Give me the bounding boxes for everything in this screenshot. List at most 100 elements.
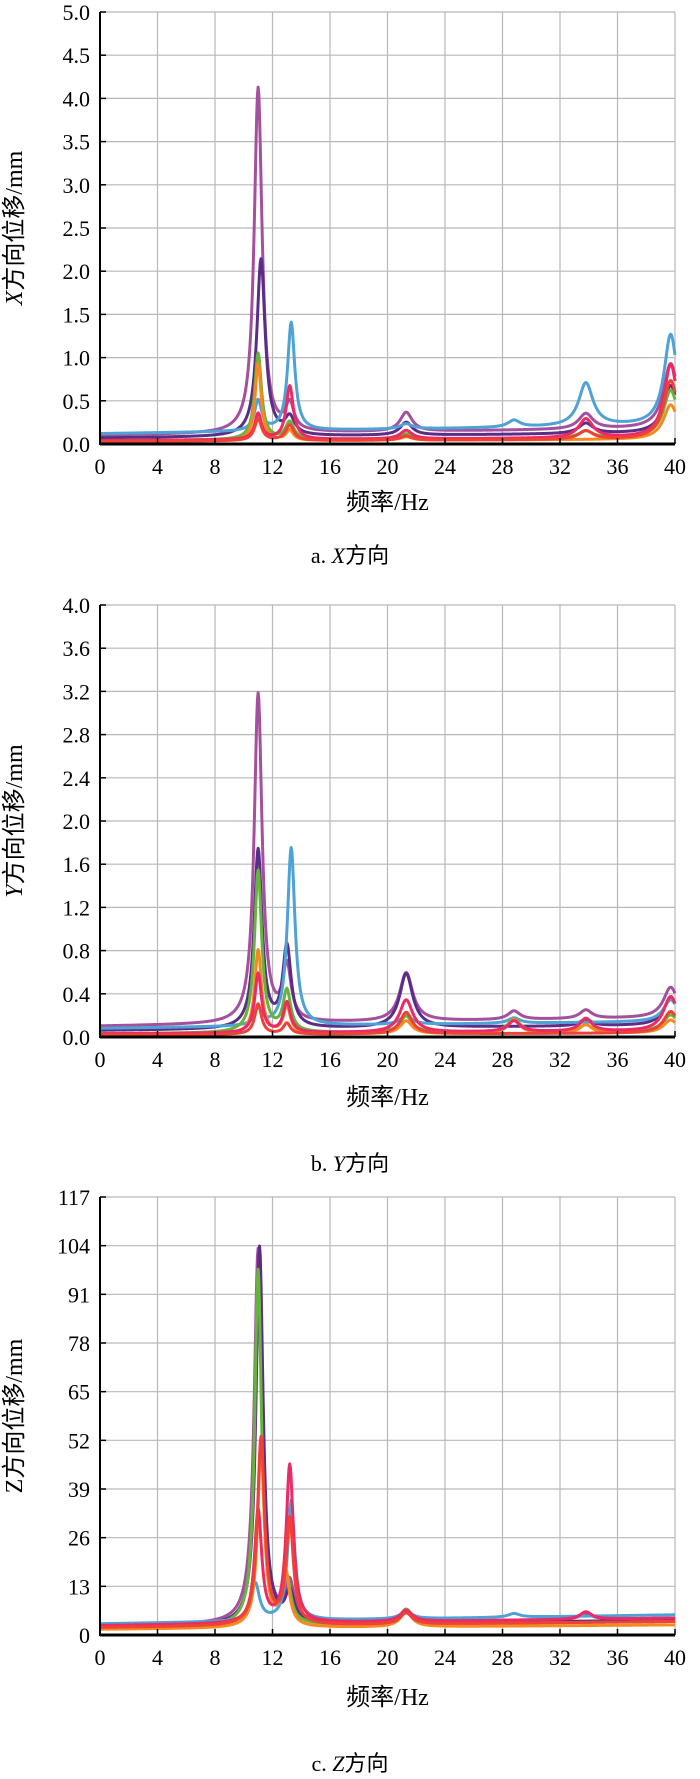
y-tick-label: 39 [68,1477,90,1502]
gridlines [99,1196,676,1636]
x-tick-label: 12 [262,1645,284,1670]
y-tick-label: 2.5 [63,216,91,241]
caption-prefix: c. [311,1751,333,1776]
series-line-5 [99,1444,676,1631]
x-tick-label: 40 [664,454,686,479]
y-tick-label: 2.8 [63,723,91,748]
caption-axis: X [331,543,346,568]
y-tick-label: 0.0 [63,1025,91,1050]
y-tick-label: 2.0 [63,259,91,284]
x-tick-label: 12 [262,1047,284,1072]
x-tick-label: 20 [377,454,399,479]
y-tick-label: 117 [58,1185,90,1210]
chart-panel-x: 0 4 8 12 16 20 24 28 32 36 40 0.0 0.5 1.0 1.5 2.0 2.5 3.0… [0,0,700,590]
y-tick-label: 0.8 [63,939,91,964]
chart-svg-x: 0 4 8 12 16 20 24 28 32 36 40 0.0 0.5 1.0 1.5 2.0 2.5 3.0… [1,0,686,516]
x-tick-label: 24 [434,454,456,479]
gridlines [99,11,676,445]
x-tick-label: 32 [549,1047,571,1072]
y-tick-label: 0.5 [63,389,91,414]
x-tick-label: 4 [152,1047,163,1072]
x-tick-label: 32 [549,1645,571,1670]
chart-caption-y: b. Y方向 [0,1146,700,1178]
x-tick-label: 0 [95,454,106,479]
y-axis-label-text: 方向位移/mm [1,744,28,884]
y-tick-label: 1.0 [63,346,91,371]
x-tick-label: 12 [262,454,284,479]
x-tick-label: 36 [607,1645,629,1670]
y-tick-label: 5.0 [63,0,91,25]
series-line-7 [99,1434,676,1629]
y-tick-label: 4.5 [63,43,91,68]
x-tick-label: 0 [95,1645,106,1670]
x-tick-label: 0 [95,1047,106,1072]
y-tick-label: 104 [57,1234,90,1259]
chart-caption-x: a. X方向 [0,538,700,570]
y-tick-label: 3.2 [63,679,91,704]
chart-svg-y: 0 4 8 12 16 20 24 28 32 36 40 0.0 0.4 0.8 1.2 1.6 2.0 2.4… [1,593,686,1111]
y-tick-label: 4.0 [63,86,91,111]
series-line-6 [99,1462,676,1627]
caption-prefix: a. [310,543,332,568]
x-tick-label: 28 [492,1645,514,1670]
x-tick-label: 16 [319,454,341,479]
y-axis-label-text: 方向位移/mm [1,150,28,290]
y-tick-label: 1.5 [63,302,91,327]
x-tick-label: 16 [319,1047,341,1072]
y-tick-label: 1.6 [63,852,91,877]
y-tick-label: 0.4 [63,982,91,1007]
x-tick-label: 8 [210,454,221,479]
x-tick-label: 4 [152,454,163,479]
x-tick-label: 16 [319,1645,341,1670]
y-tick-label: 1.2 [63,895,91,920]
gridlines [99,604,676,1038]
y-tick-label: 26 [68,1526,90,1551]
y-tick-label: 4.0 [63,593,91,618]
series-line-1 [99,691,677,1028]
caption-suffix: 方向 [344,1751,389,1776]
x-axis-label: 频率/Hz [346,489,429,516]
x-tick-label: 4 [152,1645,163,1670]
x-tick-label: 24 [434,1645,456,1670]
y-tick-label: 78 [68,1331,90,1356]
caption-axis: Z [332,1751,345,1776]
chart-panel-y: 0 4 8 12 16 20 24 28 32 36 40 0.0 0.4 0.8 1.2 1.6 2.0 2.4… [0,590,700,1180]
y-tick-label: 0.0 [63,432,91,457]
chart-panel-z: 0 4 8 12 16 20 24 28 32 36 40 0 13 26 39 52 65 78 91 104 117… [0,1180,700,1779]
y-tick-label: 91 [68,1282,90,1307]
x-tick-label: 40 [664,1645,686,1670]
x-tick-label: 20 [377,1047,399,1072]
caption-suffix: 方向 [345,543,390,568]
caption-axis: Y [332,1151,346,1176]
y-axis-label: X方向位移/mm [1,150,28,306]
series-line-3 [99,320,677,436]
y-tick-label: 52 [68,1428,90,1453]
x-tick-label: 36 [607,454,629,479]
y-tick-label: 65 [68,1380,90,1405]
y-axis-label: Z方向位移/mm [1,1338,28,1493]
y-tick-label: 0 [79,1623,90,1648]
x-tick-label: 32 [549,454,571,479]
x-tick-label: 8 [210,1645,221,1670]
y-tick-label: 13 [68,1574,90,1599]
x-axis-label: 频率/Hz [346,1684,429,1711]
y-axis-label: Y方向位移/mm [1,744,28,898]
caption-suffix: 方向 [345,1151,390,1176]
caption-prefix: b. [310,1151,333,1176]
y-tick-label: 2.4 [63,766,91,791]
x-tick-label: 36 [607,1047,629,1072]
chart-caption-z: c. Z方向 [0,1746,700,1778]
x-axis-label: 频率/Hz [346,1084,429,1111]
x-tick-label: 24 [434,1047,456,1072]
y-tick-label: 2.0 [63,809,91,834]
x-tick-label: 40 [664,1047,686,1072]
x-tick-label: 8 [210,1047,221,1072]
y-tick-label: 3.5 [63,130,91,155]
y-tick-label: 3.0 [63,173,91,198]
y-axis-label-italic: X [2,289,28,306]
chart-svg-z: 0 4 8 12 16 20 24 28 32 36 40 0 13 26 39 52 65 78 91 104 117… [1,1185,686,1711]
y-tick-label: 3.6 [63,636,91,661]
x-tick-label: 28 [492,1047,514,1072]
y-axis-label-italic: Y [2,882,28,898]
x-tick-label: 20 [377,1645,399,1670]
